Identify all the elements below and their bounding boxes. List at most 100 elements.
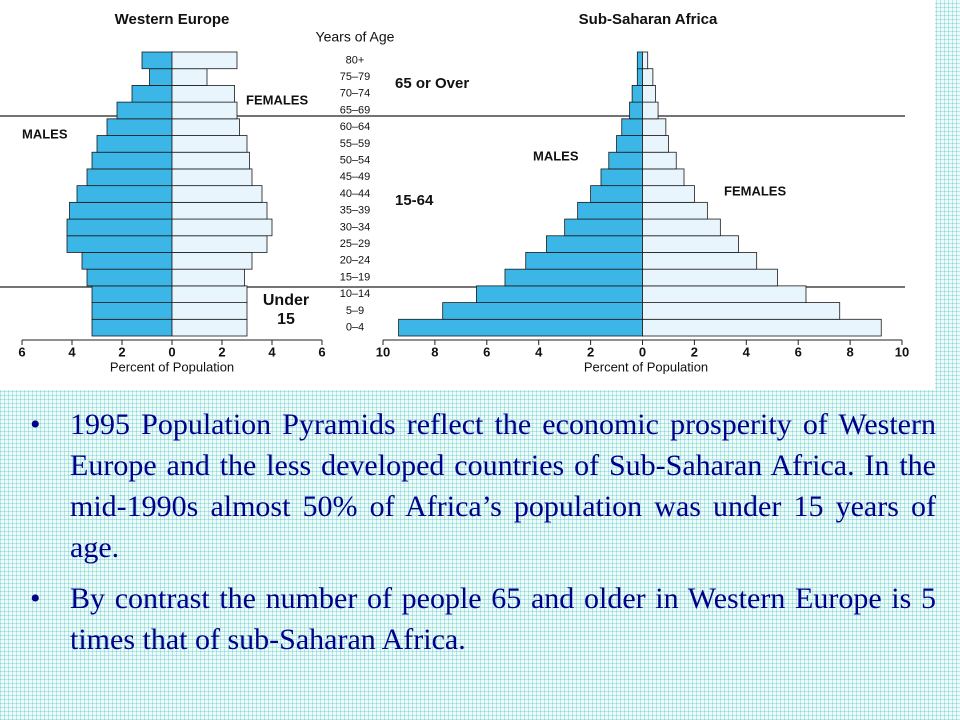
bullet-list: 1995 Population Pyramids reflect the eco…	[30, 404, 936, 670]
bar	[171, 68, 208, 86]
bar	[96, 135, 173, 153]
bar	[476, 285, 643, 303]
bar	[442, 302, 643, 320]
bar	[642, 185, 695, 203]
bar	[171, 218, 273, 237]
bar	[642, 151, 677, 170]
bar	[171, 318, 248, 337]
x-tick-label: 10	[376, 344, 390, 359]
series-label: MALES	[533, 148, 579, 163]
age-label: 15–19	[340, 271, 371, 283]
bar	[636, 68, 643, 86]
bar	[398, 318, 643, 337]
bar	[171, 85, 235, 103]
bar	[642, 68, 654, 86]
bar	[171, 168, 253, 187]
bar	[629, 101, 643, 120]
age-label: 60–64	[340, 121, 371, 133]
age-label: 50–54	[340, 154, 371, 166]
bar	[171, 201, 268, 220]
bullet: By contrast the number of people 65 and …	[30, 578, 936, 660]
bar	[66, 235, 173, 253]
bar	[149, 68, 173, 86]
bar	[171, 252, 253, 270]
bar	[91, 302, 173, 320]
x-tick-label: 6	[483, 344, 490, 359]
bar	[66, 218, 173, 237]
bar	[171, 185, 263, 203]
annotation: 15-64	[395, 192, 434, 209]
x-tick-label: 6	[18, 344, 25, 359]
bar	[69, 201, 173, 220]
age-label: 20–24	[340, 255, 371, 267]
annotation: Under 15	[262, 292, 310, 328]
x-tick-label: 4	[268, 344, 276, 359]
x-tick-label: 4	[743, 344, 751, 359]
bar	[86, 268, 173, 287]
x-tick-label: 6	[318, 344, 325, 359]
age-label: 40–44	[340, 188, 371, 200]
x-tick-label: 10	[895, 344, 909, 359]
x-tick-label: 6	[795, 344, 802, 359]
bar	[600, 168, 643, 187]
age-label: 5–9	[346, 305, 364, 317]
bar	[91, 151, 173, 170]
bar	[171, 51, 238, 70]
x-tick-label: 4	[535, 344, 543, 359]
bar	[91, 285, 173, 303]
x-axis-label: Percent of Population	[584, 359, 708, 374]
bar	[86, 168, 173, 187]
bar	[608, 151, 643, 170]
age-label: 65–69	[340, 104, 371, 116]
charts: Western Europe Sub-Saharan Africa Years …	[0, 0, 935, 390]
bar	[642, 268, 778, 287]
x-tick-label: 2	[218, 344, 225, 359]
bar	[171, 151, 250, 170]
bar	[642, 201, 708, 220]
age-label: 35–39	[340, 205, 371, 217]
bar	[636, 51, 643, 70]
bar	[616, 135, 643, 153]
chart-title: Sub-Saharan Africa	[579, 11, 718, 28]
age-label: 55–59	[340, 138, 371, 150]
age-label: 30–34	[340, 221, 371, 233]
x-tick-label: 8	[846, 344, 853, 359]
bar	[116, 101, 173, 120]
age-label: 80+	[346, 54, 365, 66]
x-tick-label: 8	[431, 344, 438, 359]
bar	[171, 235, 268, 253]
bar	[631, 85, 643, 103]
y-axis-label: Years of Age	[316, 29, 395, 45]
bar	[642, 218, 721, 237]
bar	[131, 85, 173, 103]
age-label: 25–29	[340, 238, 371, 250]
bar	[171, 135, 248, 153]
age-label: 0–4	[346, 322, 364, 334]
bar	[546, 235, 643, 253]
bar	[141, 51, 173, 70]
bar	[642, 118, 667, 136]
bullet: 1995 Population Pyramids reflect the eco…	[30, 404, 936, 568]
chart-title: Western Europe	[115, 11, 230, 28]
bar	[642, 302, 841, 320]
series-label: FEMALES	[246, 92, 308, 107]
bar	[525, 252, 643, 270]
bar	[642, 285, 807, 303]
bar	[91, 318, 173, 337]
bar	[577, 201, 643, 220]
series-label: FEMALES	[724, 183, 786, 198]
x-tick-label: 2	[587, 344, 594, 359]
x-axis-label: Percent of Population	[110, 359, 234, 374]
x-tick-label: 2	[118, 344, 125, 359]
bar	[504, 268, 643, 287]
bar	[171, 302, 248, 320]
bar	[642, 168, 685, 187]
bar	[564, 218, 643, 237]
age-label: 75–79	[340, 71, 371, 83]
bar	[642, 318, 882, 337]
x-tick-label: 2	[691, 344, 698, 359]
bar	[171, 285, 248, 303]
bar	[642, 252, 758, 270]
bar	[621, 118, 643, 136]
x-tick-label: 0	[168, 344, 175, 359]
